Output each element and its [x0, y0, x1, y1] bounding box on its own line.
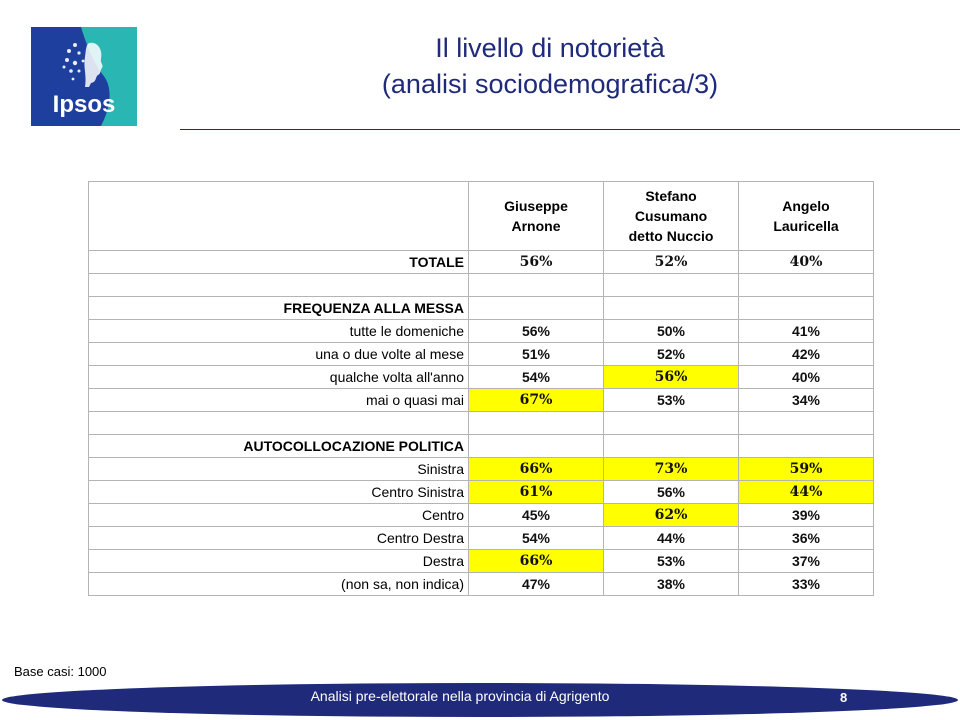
cell-value [603, 411, 739, 435]
cell-value [468, 296, 604, 320]
row-label: (non sa, non indica) [88, 572, 469, 596]
table-row: mai o quasi mai 67% 53% 34% [88, 388, 874, 412]
row-label: Centro [88, 503, 469, 527]
cell-value: 38% [603, 572, 739, 596]
logo-text: Ipsos [53, 91, 116, 118]
cell-value-highlighted: 44% [738, 480, 874, 504]
table-row: Centro Destra 54% 44% 36% [88, 526, 874, 550]
cell-value: 34% [738, 388, 874, 412]
row-label [88, 273, 469, 297]
cell-value: 56% [603, 480, 739, 504]
page-number: 8 [840, 690, 848, 705]
row-label: Centro Destra [88, 526, 469, 550]
table-row: una o due volte al mese 51% 52% 42% [88, 342, 874, 366]
cell-value-highlighted: 67% [468, 388, 604, 412]
cell-value-highlighted: 62% [603, 503, 739, 527]
title-line-1: Il livello di notorietà [435, 33, 665, 63]
table-section-politica: AUTOCOLLOCAZIONE POLITICA [88, 434, 874, 458]
cell-value [738, 296, 874, 320]
table-row-totale: TOTALE 56% 52% 40% [88, 250, 874, 274]
cell-value-highlighted: 59% [738, 457, 874, 481]
row-label: mai o quasi mai [88, 388, 469, 412]
cell-value [468, 434, 604, 458]
cell-value: 45% [468, 503, 604, 527]
cell-value-highlighted: 73% [603, 457, 739, 481]
row-label: Destra [88, 549, 469, 573]
cell-value [468, 273, 604, 297]
row-label: tutte le domeniche [88, 319, 469, 343]
base-note: Base casi: 1000 [14, 664, 107, 679]
title-line-2: (analisi sociodemografica/3) [381, 69, 719, 99]
cell-value: 56% [468, 250, 604, 274]
cell-value-highlighted: 66% [468, 457, 604, 481]
row-label: Centro Sinistra [88, 480, 469, 504]
table-row-spacer [88, 273, 874, 297]
cell-value: 56% [468, 319, 604, 343]
cell-value: 33% [738, 572, 874, 596]
column-header-arnone: Giuseppe Arnone [468, 181, 604, 251]
section-label: FREQUENZA ALLA MESSA [88, 296, 469, 320]
header-empty-cell [88, 181, 469, 251]
cell-value: 50% [603, 319, 739, 343]
row-label: qualche volta all'anno [88, 365, 469, 389]
table-section-messa: FREQUENZA ALLA MESSA [88, 296, 874, 320]
cell-value: 39% [738, 503, 874, 527]
column-header-lauricella: Angelo Lauricella [738, 181, 874, 251]
table-row: qualche volta all'anno 54% 56% 40% [88, 365, 874, 389]
cell-value: 51% [468, 342, 604, 366]
cell-value: 44% [603, 526, 739, 550]
row-label: TOTALE [88, 250, 469, 274]
cell-value: 37% [738, 549, 874, 573]
ipsos-logo: Ipsos [31, 27, 137, 126]
footer-title: Analisi pre-elettorale nella provincia d… [310, 688, 610, 704]
cell-value [738, 411, 874, 435]
table-row: Sinistra 66% 73% 59% [88, 457, 874, 481]
table-row-spacer [88, 411, 874, 435]
cell-value: 52% [603, 342, 739, 366]
cell-value: 42% [738, 342, 874, 366]
notoriety-table: Giuseppe Arnone Stefano Cusumano detto N… [88, 181, 874, 596]
cell-value [603, 434, 739, 458]
section-label: AUTOCOLLOCAZIONE POLITICA [88, 434, 469, 458]
cell-value-highlighted: 56% [603, 365, 739, 389]
header-row: Giuseppe Arnone Stefano Cusumano detto N… [88, 181, 874, 251]
cell-value [468, 411, 604, 435]
cell-value: 36% [738, 526, 874, 550]
table-row: Centro Sinistra 61% 56% 44% [88, 480, 874, 504]
cell-value [738, 273, 874, 297]
cell-value: 53% [603, 388, 739, 412]
cell-value-highlighted: 61% [468, 480, 604, 504]
cell-value: 41% [738, 319, 874, 343]
cell-value: 54% [468, 526, 604, 550]
row-label: una o due volte al mese [88, 342, 469, 366]
row-label: Sinistra [88, 457, 469, 481]
table-row: Destra 66% 53% 37% [88, 549, 874, 573]
cell-value: 54% [468, 365, 604, 389]
footer-band [2, 683, 958, 717]
cell-value: 52% [603, 250, 739, 274]
cell-value [603, 296, 739, 320]
title-divider [180, 129, 960, 130]
cell-value [603, 273, 739, 297]
cell-value: 47% [468, 572, 604, 596]
cell-value: 40% [738, 365, 874, 389]
cell-value: 40% [738, 250, 874, 274]
table-row: tutte le domeniche 56% 50% 41% [88, 319, 874, 343]
table-row: (non sa, non indica) 47% 38% 33% [88, 572, 874, 596]
column-header-cusumano: Stefano Cusumano detto Nuccio [603, 181, 739, 251]
table-row: Centro 45% 62% 39% [88, 503, 874, 527]
row-label [88, 411, 469, 435]
cell-value: 53% [603, 549, 739, 573]
page-title: Il livello di notorietà (analisi sociode… [300, 30, 800, 102]
cell-value [738, 434, 874, 458]
cell-value-highlighted: 66% [468, 549, 604, 573]
